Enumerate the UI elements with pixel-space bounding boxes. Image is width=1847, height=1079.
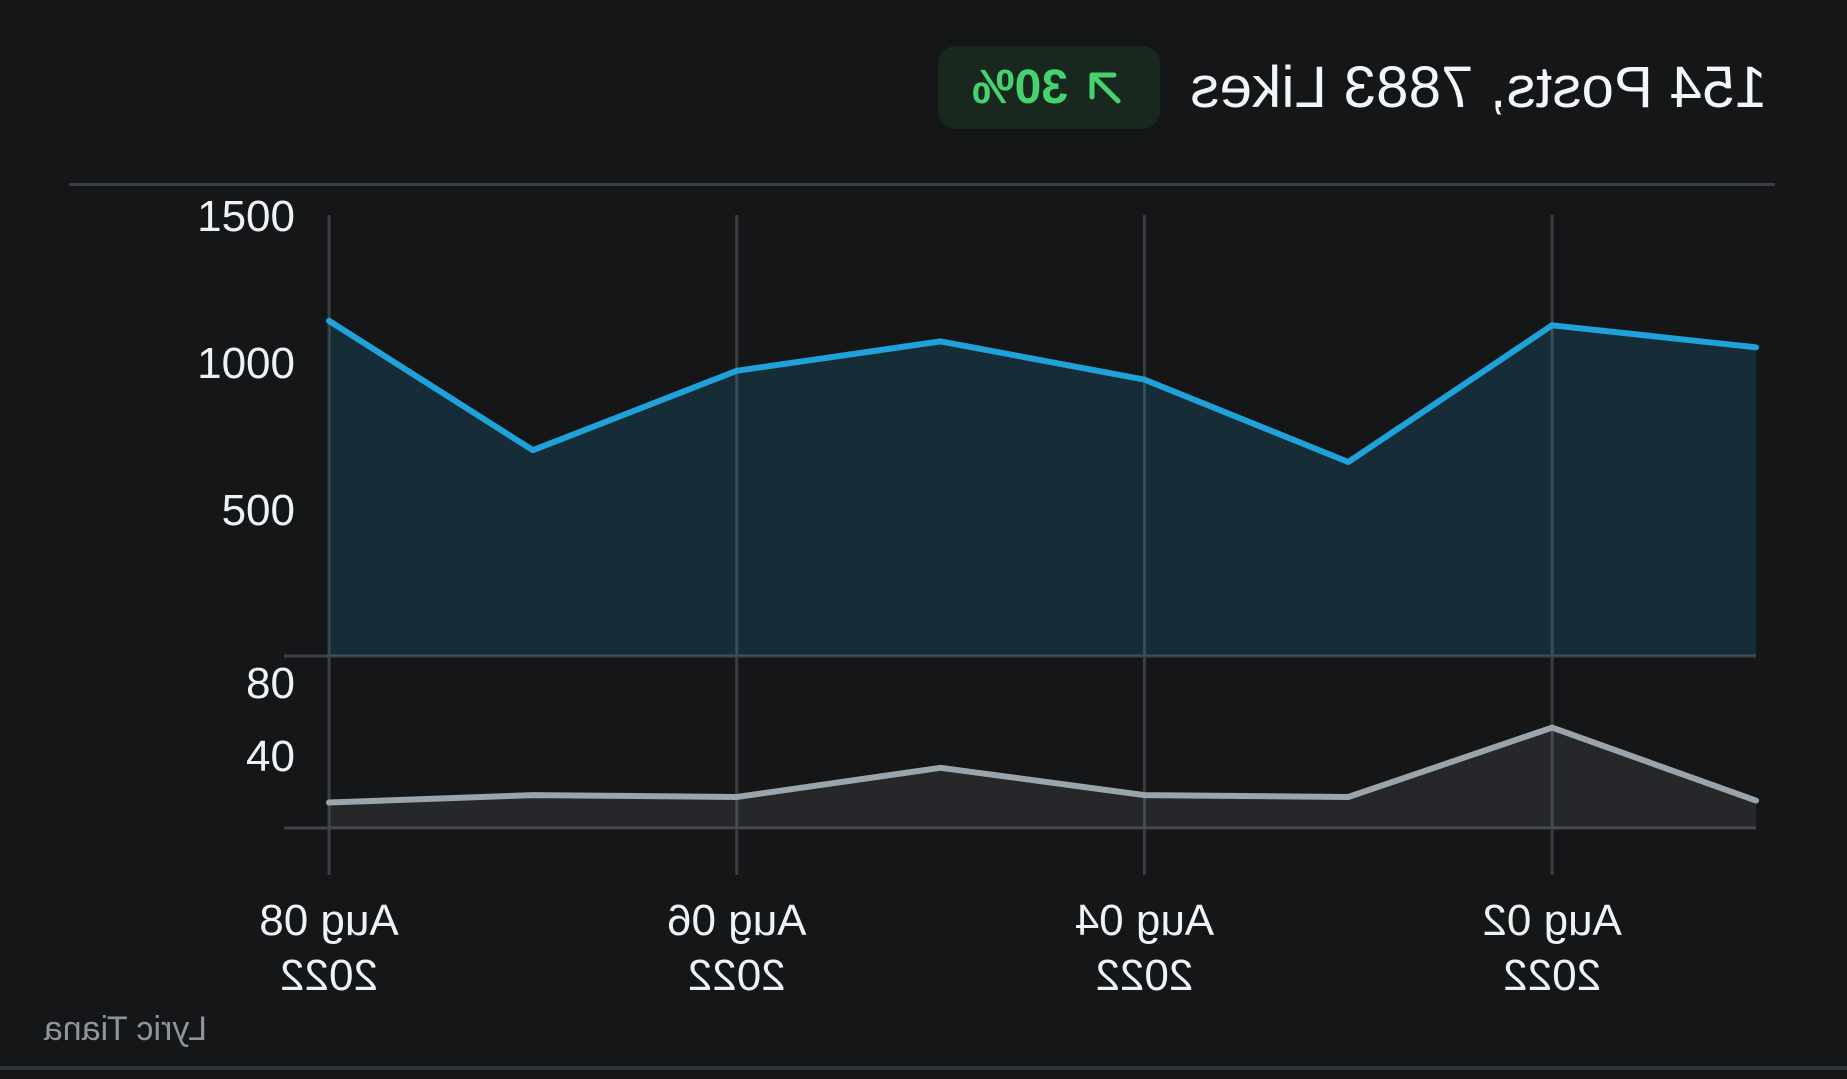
x-tick-label-year: 2022 — [1503, 951, 1601, 1000]
growth-badge: 30% — [937, 45, 1160, 129]
y-tick-label: 1500 — [197, 192, 295, 241]
x-tick-label: Aug 08 — [259, 896, 398, 945]
x-tick-label-year: 2022 — [1095, 951, 1193, 1000]
y-tick-label: 500 — [222, 486, 295, 535]
y-tick-label: 80 — [246, 659, 295, 708]
likes-area — [329, 320, 1756, 656]
y-tick-label: 1000 — [197, 339, 295, 388]
arrow-up-right-icon — [1089, 72, 1121, 104]
likes-line — [326, 317, 1759, 465]
x-tick-label: Aug 02 — [1482, 896, 1621, 945]
posts-line — [326, 724, 1759, 806]
posts-area — [329, 727, 1756, 828]
x-tick-label-year: 2022 — [280, 951, 378, 1000]
x-tick-label: Aug 04 — [1075, 896, 1214, 945]
y-tick-label: 40 — [246, 732, 295, 781]
x-tick-label-year: 2022 — [688, 951, 786, 1000]
watermark: Lyric Tiana — [43, 1010, 207, 1048]
x-tick-label: Aug 06 — [667, 896, 806, 945]
bottom-divider — [0, 1066, 1847, 1070]
header: 154 Posts, 7883 Likes 30% — [937, 32, 1767, 142]
